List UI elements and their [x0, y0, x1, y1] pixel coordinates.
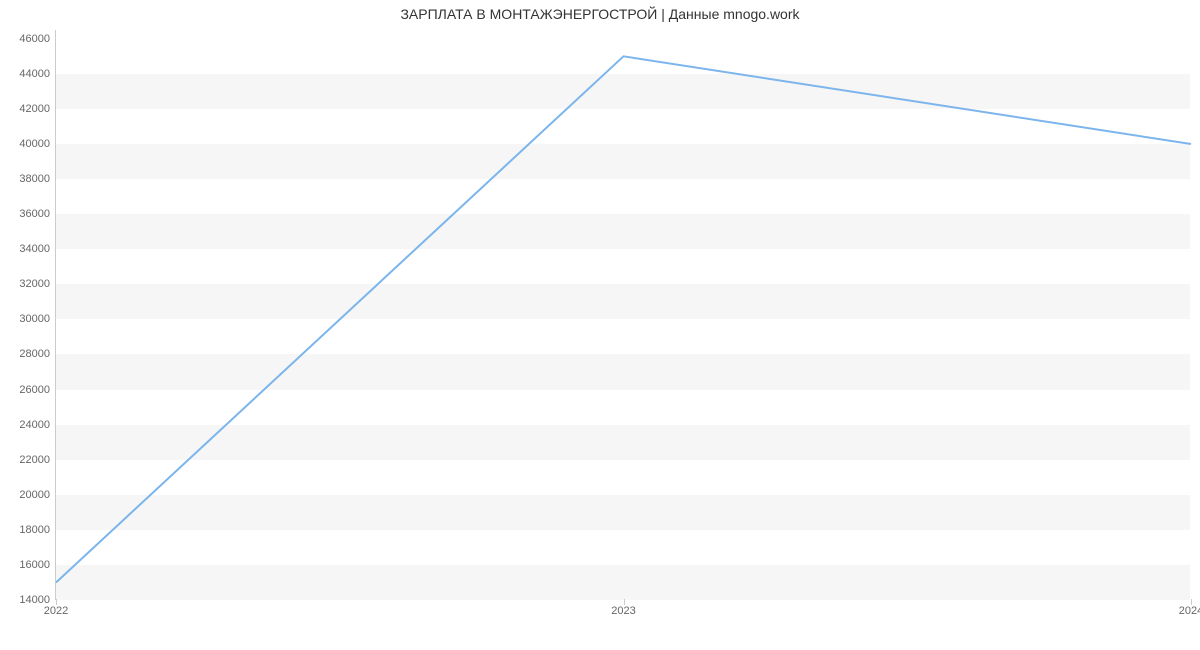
chart-title: ЗАРПЛАТА В МОНТАЖЭНЕРГОСТРОЙ | Данные mn… — [0, 6, 1200, 22]
y-axis-tick-label: 30000 — [19, 313, 56, 325]
salary-line-chart: ЗАРПЛАТА В МОНТАЖЭНЕРГОСТРОЙ | Данные mn… — [0, 0, 1200, 650]
y-axis-tick-label: 34000 — [19, 243, 56, 255]
y-axis-tick-label: 24000 — [19, 419, 56, 431]
y-axis-tick-label: 42000 — [19, 103, 56, 115]
y-axis-tick-label: 16000 — [19, 559, 56, 571]
y-axis-tick-label: 28000 — [19, 348, 56, 360]
y-axis-tick-label: 36000 — [19, 208, 56, 220]
y-axis-tick-label: 26000 — [19, 384, 56, 396]
y-axis-tick-label: 18000 — [19, 524, 56, 536]
y-axis-tick-label: 32000 — [19, 278, 56, 290]
y-axis-tick-label: 40000 — [19, 138, 56, 150]
x-axis-tick-label: 2022 — [44, 599, 68, 617]
y-axis-tick-label: 22000 — [19, 454, 56, 466]
y-axis-tick-label: 20000 — [19, 489, 56, 501]
line-layer — [56, 30, 1191, 600]
plot-area: 1400016000180002000022000240002600028000… — [55, 30, 1190, 600]
series-line-salary — [56, 56, 1191, 582]
y-axis-tick-label: 44000 — [19, 68, 56, 80]
x-axis-tick-label: 2023 — [611, 599, 635, 617]
y-axis-tick-label: 38000 — [19, 173, 56, 185]
x-axis-tick-label: 2024 — [1179, 599, 1200, 617]
y-axis-tick-label: 46000 — [19, 33, 56, 45]
